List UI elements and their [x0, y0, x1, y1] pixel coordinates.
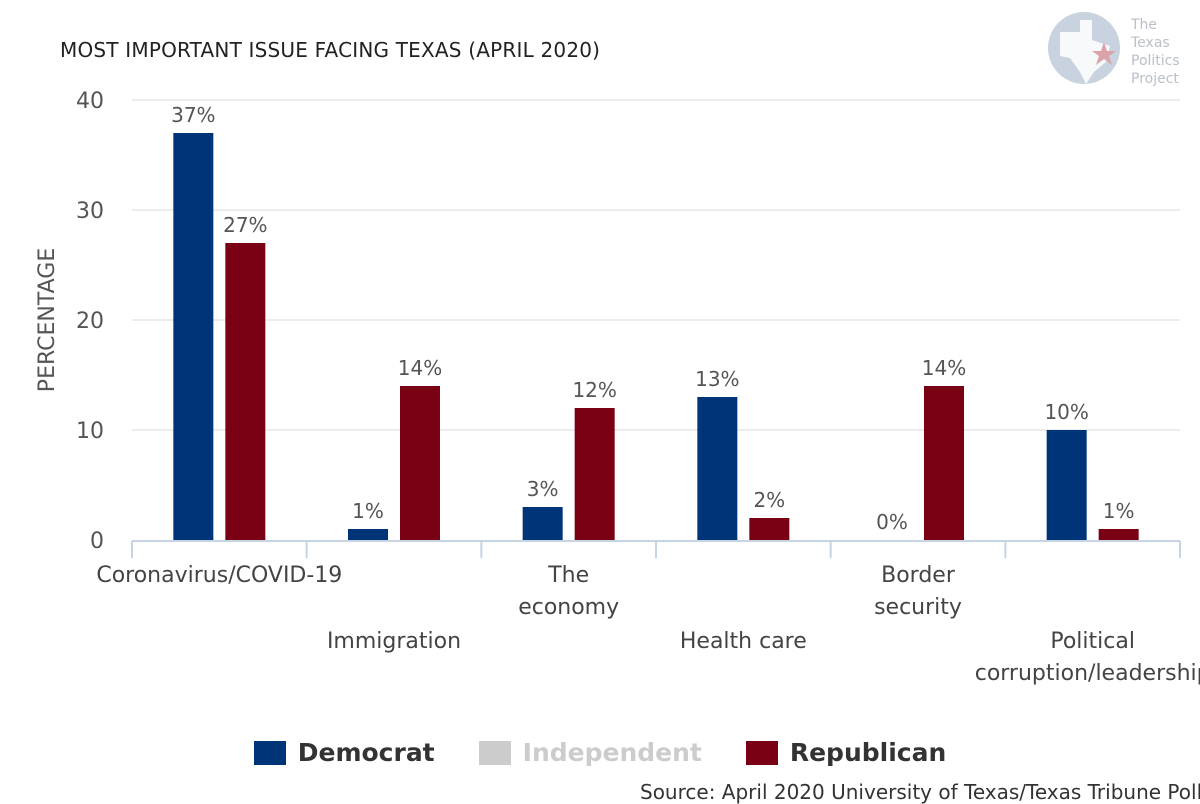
y-tick-label: 30 [76, 199, 104, 224]
logo-line: Politics [1131, 53, 1180, 69]
bar-republican [1098, 529, 1139, 540]
x-tick-label: corruption/leadership [975, 661, 1200, 686]
bar-republican [924, 386, 964, 540]
bar-democrat [173, 133, 214, 540]
bar-republican [400, 386, 440, 540]
bar-democrat [1046, 430, 1087, 540]
x-tick-label: The [547, 563, 589, 588]
logo-line: The [1131, 17, 1158, 33]
logo-line: Project [1131, 71, 1179, 87]
y-tick-label: 0 [90, 529, 104, 554]
legend-swatch-republican [745, 740, 778, 765]
data-label: 37% [171, 103, 215, 127]
y-tick-label: 20 [76, 309, 104, 334]
data-label: 14% [922, 356, 966, 380]
y-tick-label: 40 [76, 89, 104, 114]
bar-republican [574, 408, 615, 540]
legend-label-independent: Independent [522, 738, 702, 767]
x-tick-label: Coronavirus/COVID-19 [96, 563, 342, 588]
legend-label-republican: Republican [789, 738, 947, 767]
y-tick-label: 10 [76, 419, 104, 444]
bar-democrat [697, 397, 738, 540]
bar-chart: 0 10 20 30 40 PERCENTAGE 37% 27% Coronavirus/COV… [35, 89, 1200, 686]
y-axis-label: PERCENTAGE [35, 248, 60, 392]
bar-republican [225, 243, 266, 540]
texas-star-icon [1048, 12, 1120, 84]
data-label: 2% [753, 488, 785, 512]
legend-label-democrat: Democrat [297, 738, 435, 767]
chart-title: MOST IMPORTANT ISSUE FACING TEXAS (APRIL… [60, 38, 601, 62]
data-label: 0% [876, 510, 908, 534]
x-tick-label: Immigration [327, 629, 461, 654]
data-label: 12% [572, 378, 616, 402]
data-label: 1% [352, 499, 384, 523]
legend-swatch-independent [478, 740, 511, 765]
data-label: 27% [223, 213, 267, 237]
logo-text: The Texas Politics Project [1131, 16, 1180, 88]
data-label: 14% [398, 356, 442, 380]
data-label: 1% [1103, 499, 1135, 523]
legend-swatch-democrat [253, 740, 286, 765]
data-label: 3% [527, 477, 559, 501]
x-tick-label: Political [1050, 629, 1135, 654]
legend: Democrat Independent Republican [0, 738, 1200, 767]
x-tick-label: Health care [680, 629, 807, 654]
legend-item-democrat[interactable]: Democrat [253, 738, 435, 767]
bar-democrat [348, 529, 388, 540]
legend-item-republican[interactable]: Republican [745, 738, 947, 767]
bar-democrat [522, 507, 563, 540]
bar-republican [749, 518, 790, 540]
data-label: 13% [695, 367, 739, 391]
x-tick-label: Border [881, 563, 956, 588]
source-note: Source: April 2020 University of Texas/T… [640, 780, 1200, 804]
x-tick-label: security [874, 595, 962, 620]
legend-item-independent[interactable]: Independent [478, 738, 702, 767]
data-label: 10% [1044, 400, 1088, 424]
x-tick-label: economy [518, 595, 619, 620]
logo-line: Texas [1131, 35, 1170, 51]
